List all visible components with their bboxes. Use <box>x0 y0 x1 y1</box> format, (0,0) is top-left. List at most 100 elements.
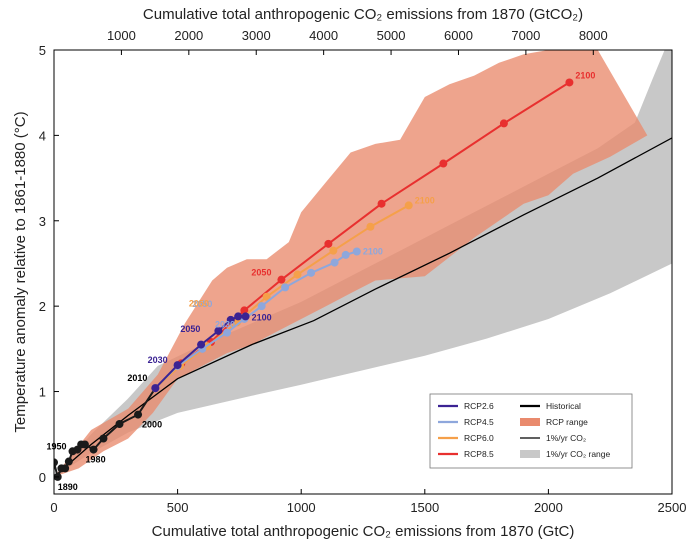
x-tick-label: 2000 <box>534 500 563 515</box>
rcp8-5-point <box>240 306 249 315</box>
legend-label: Historical <box>546 401 581 411</box>
rcp8-5-point <box>565 78 574 87</box>
series-lines <box>54 78 672 481</box>
historical-year-label: 1890 <box>58 482 78 492</box>
historical-point <box>134 410 143 419</box>
rcp2-6-year-label: 2030 <box>148 355 168 365</box>
rcp2-6-point <box>241 312 250 321</box>
historical-year-label: 2010 <box>127 373 147 383</box>
range-bands <box>54 50 672 477</box>
rcp4-5-point <box>281 283 290 292</box>
legend-swatch <box>520 450 540 458</box>
rcp4-5-year-label: 2100 <box>363 247 383 257</box>
historical-point <box>89 445 98 454</box>
x2-tick-label: 8000 <box>579 28 608 43</box>
rcp8-5-year-label: 2100 <box>575 70 595 80</box>
x-tick-label: 500 <box>167 500 189 515</box>
legend-label: RCP6.0 <box>464 433 494 443</box>
rcp4-5-point <box>341 250 350 259</box>
historical-point <box>115 419 124 428</box>
historical-point <box>80 440 89 449</box>
rcp2-6-point <box>151 384 160 393</box>
plot-frame <box>53 49 673 495</box>
legend-item-historical: Historical <box>520 401 581 411</box>
legend-item-rcp4-5: RCP4.5 <box>438 417 494 427</box>
rcp8-5-point <box>277 275 286 284</box>
rcp6-0-year-label: 2050 <box>189 298 209 308</box>
legend-label: 1%/yr CO₂ range <box>546 449 611 459</box>
rcp6-0-year-label: 2100 <box>415 195 435 205</box>
x-axis-title: Cumulative total anthropogenic CO₂ emiss… <box>152 523 575 540</box>
x2-tick-label: 7000 <box>511 28 540 43</box>
rcp6-0-point <box>293 270 302 279</box>
rcp2-6-point <box>197 340 206 349</box>
legend-label: RCP4.5 <box>464 417 494 427</box>
historical-point <box>61 464 70 473</box>
historical-point <box>64 457 73 466</box>
y-tick-label: 2 <box>39 299 46 314</box>
x2-tick-label: 2000 <box>174 28 203 43</box>
historical-series <box>54 384 160 481</box>
rcp4-5-point <box>352 247 361 256</box>
rcp2-6-year-label: 2050 <box>180 324 200 334</box>
rcp4-5-year-label: 2030 <box>215 320 235 330</box>
rcp2-6-point <box>214 326 223 335</box>
x-tick-label: 0 <box>50 500 57 515</box>
legend-swatch <box>520 418 540 426</box>
rcp6-0-point <box>329 246 338 255</box>
rcp-range-band <box>54 50 648 477</box>
y-tick-label: 5 <box>39 43 46 58</box>
legend: RCP2.6 Historical RCP4.5 RCP range RCP6.0 1%/… <box>429 393 633 469</box>
rcp6-0-point <box>366 222 375 231</box>
legend-item-rcp2-6: RCP2.6 <box>438 401 494 411</box>
historical-year-label: 1950 <box>47 441 67 451</box>
rcp4-5-point <box>223 328 232 337</box>
legend-item-rcp6-0: RCP6.0 <box>438 433 494 443</box>
rcp4-5-point <box>257 302 266 311</box>
x-tick-label: 2500 <box>658 500 687 515</box>
rcp4-5-year-label: 2050 <box>192 299 212 309</box>
rcp4-5-point <box>330 258 339 267</box>
x2-tick-label: 6000 <box>444 28 473 43</box>
legend-item-rcp8-5: RCP8.5 <box>438 449 494 459</box>
x-tick-label: 1000 <box>287 500 316 515</box>
legend-label: RCP2.6 <box>464 401 494 411</box>
axis-ticks: 1890195019802000201020302050210020302050… <box>39 28 687 515</box>
rcp2-6-series <box>151 312 250 393</box>
y-axis-title: Temperature anomaly relative to 1861-188… <box>12 111 29 432</box>
rcp8-5-point <box>324 239 333 248</box>
legend-label: RCP range <box>546 417 588 427</box>
x-tick-label: 1500 <box>410 500 439 515</box>
y-tick-label: 4 <box>39 128 46 143</box>
historical-point <box>99 434 108 443</box>
legend-item-rcp-range: RCP range <box>520 417 588 427</box>
rcp2-6-point <box>226 315 235 324</box>
historical-point <box>54 458 58 467</box>
legend-label: 1%/yr CO₂ <box>546 433 586 443</box>
y-tick-label: 0 <box>39 470 46 485</box>
legend-item-1-yr-co-range: 1%/yr CO₂ range <box>520 449 611 459</box>
rcp8-5-year-label: 2050 <box>251 268 271 278</box>
historical-year-label: 1980 <box>86 455 106 465</box>
top-axis-title: Cumulative total anthropogenic CO₂ emiss… <box>143 6 583 23</box>
rcp6-0-point <box>404 201 413 210</box>
rcp8-5-point <box>499 119 508 128</box>
rcp8-5-point <box>439 159 448 168</box>
rcp4-5-point <box>307 268 316 277</box>
historical-year-label: 2000 <box>142 420 162 430</box>
rcp6-0-point <box>262 292 271 301</box>
x2-tick-label: 4000 <box>309 28 338 43</box>
1-yr-co-range-band <box>54 50 672 477</box>
legend-label: RCP8.5 <box>464 449 494 459</box>
x2-tick-label: 3000 <box>242 28 271 43</box>
rcp2-6-point <box>234 312 243 321</box>
y-tick-label: 1 <box>39 385 46 400</box>
legend-item-1-yr-co: 1%/yr CO₂ <box>520 433 586 443</box>
x2-tick-label: 5000 <box>377 28 406 43</box>
rcp2-6-year-label: 2100 <box>252 312 272 322</box>
rcp8-5-point <box>377 199 386 208</box>
x2-tick-label: 1000 <box>107 28 136 43</box>
y-tick-label: 3 <box>39 214 46 229</box>
rcp2-6-point <box>173 361 182 370</box>
